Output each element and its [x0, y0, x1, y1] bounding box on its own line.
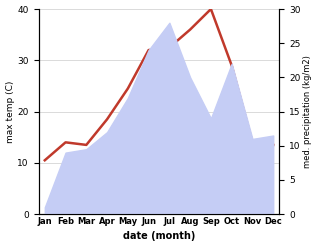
- Y-axis label: med. precipitation (kg/m2): med. precipitation (kg/m2): [303, 55, 313, 168]
- Y-axis label: max temp (C): max temp (C): [5, 80, 15, 143]
- X-axis label: date (month): date (month): [123, 231, 195, 242]
